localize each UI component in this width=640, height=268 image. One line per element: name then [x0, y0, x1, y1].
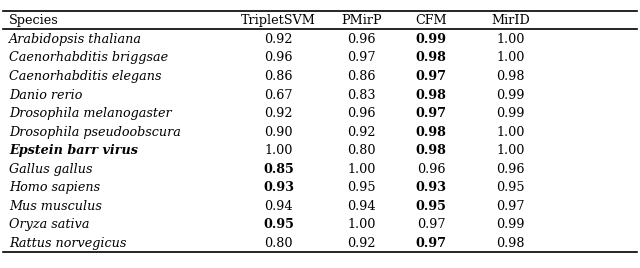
- Text: 0.99: 0.99: [496, 107, 525, 120]
- Text: 1.00: 1.00: [264, 144, 293, 157]
- Text: 0.92: 0.92: [264, 33, 293, 46]
- Text: MirID: MirID: [491, 14, 530, 27]
- Text: PMirP: PMirP: [341, 14, 381, 27]
- Text: 0.96: 0.96: [496, 163, 525, 176]
- Text: 0.85: 0.85: [264, 163, 294, 176]
- Text: 0.67: 0.67: [264, 88, 293, 102]
- Text: 0.95: 0.95: [263, 218, 294, 231]
- Text: Drosophila pseudoobscura: Drosophila pseudoobscura: [9, 126, 181, 139]
- Text: Homo sapiens: Homo sapiens: [9, 181, 100, 194]
- Text: 1.00: 1.00: [347, 218, 376, 231]
- Text: 0.98: 0.98: [496, 237, 525, 250]
- Text: CFM: CFM: [415, 14, 447, 27]
- Text: 0.94: 0.94: [347, 200, 376, 213]
- Text: 0.97: 0.97: [347, 51, 376, 64]
- Text: 0.95: 0.95: [415, 200, 447, 213]
- Text: 0.99: 0.99: [496, 218, 525, 231]
- Text: TripletSVM: TripletSVM: [241, 14, 316, 27]
- Text: 1.00: 1.00: [496, 144, 525, 157]
- Text: 1.00: 1.00: [496, 126, 525, 139]
- Text: 0.95: 0.95: [496, 181, 525, 194]
- Text: 0.94: 0.94: [264, 200, 293, 213]
- Text: 0.99: 0.99: [496, 88, 525, 102]
- Text: 0.80: 0.80: [264, 237, 293, 250]
- Text: 0.96: 0.96: [264, 51, 293, 64]
- Text: 0.99: 0.99: [415, 33, 447, 46]
- Text: Oryza sativa: Oryza sativa: [9, 218, 90, 231]
- Text: Drosophila melanogaster: Drosophila melanogaster: [9, 107, 172, 120]
- Text: 0.93: 0.93: [263, 181, 294, 194]
- Text: 1.00: 1.00: [496, 33, 525, 46]
- Text: 0.98: 0.98: [415, 126, 447, 139]
- Text: 0.96: 0.96: [347, 107, 376, 120]
- Text: 0.96: 0.96: [417, 163, 445, 176]
- Text: 0.97: 0.97: [415, 70, 447, 83]
- Text: Arabidopsis thaliana: Arabidopsis thaliana: [9, 33, 142, 46]
- Text: 0.90: 0.90: [264, 126, 293, 139]
- Text: 1.00: 1.00: [496, 51, 525, 64]
- Text: 0.92: 0.92: [264, 107, 293, 120]
- Text: Gallus gallus: Gallus gallus: [9, 163, 93, 176]
- Text: 1.00: 1.00: [347, 163, 376, 176]
- Text: Danio rerio: Danio rerio: [9, 88, 83, 102]
- Text: 0.92: 0.92: [347, 126, 376, 139]
- Text: 0.95: 0.95: [347, 181, 376, 194]
- Text: 0.80: 0.80: [347, 144, 376, 157]
- Text: 0.86: 0.86: [347, 70, 376, 83]
- Text: Mus musculus: Mus musculus: [9, 200, 102, 213]
- Text: 0.97: 0.97: [415, 237, 447, 250]
- Text: 0.83: 0.83: [347, 88, 376, 102]
- Text: Caenorhabditis briggsae: Caenorhabditis briggsae: [9, 51, 168, 64]
- Text: Species: Species: [9, 14, 59, 27]
- Text: Epstein barr virus: Epstein barr virus: [9, 144, 138, 157]
- Text: 0.98: 0.98: [415, 88, 447, 102]
- Text: 0.97: 0.97: [415, 107, 447, 120]
- Text: 0.92: 0.92: [347, 237, 376, 250]
- Text: Caenorhabditis elegans: Caenorhabditis elegans: [9, 70, 162, 83]
- Text: 0.96: 0.96: [347, 33, 376, 46]
- Text: 0.98: 0.98: [415, 144, 447, 157]
- Text: 0.97: 0.97: [417, 218, 445, 231]
- Text: 0.86: 0.86: [264, 70, 293, 83]
- Text: 0.97: 0.97: [496, 200, 525, 213]
- Text: 0.98: 0.98: [496, 70, 525, 83]
- Text: 0.98: 0.98: [415, 51, 447, 64]
- Text: 0.93: 0.93: [415, 181, 447, 194]
- Text: Rattus norvegicus: Rattus norvegicus: [9, 237, 127, 250]
